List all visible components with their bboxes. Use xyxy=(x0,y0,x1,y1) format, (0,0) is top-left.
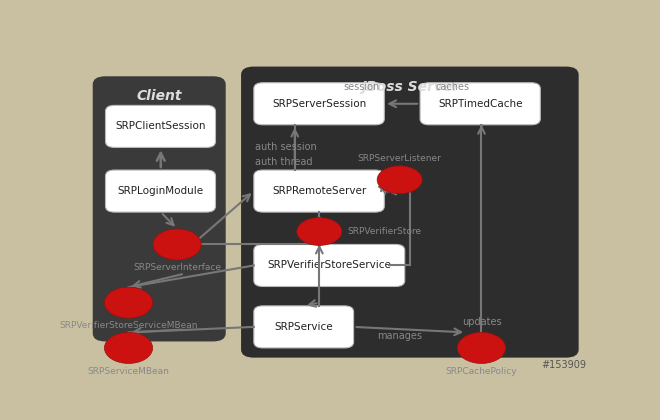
Text: SRPServerSession: SRPServerSession xyxy=(272,99,366,109)
Text: manages: manages xyxy=(377,331,422,341)
FancyBboxPatch shape xyxy=(254,83,384,125)
Text: auth thread: auth thread xyxy=(255,157,313,167)
Text: SRPCachePolicy: SRPCachePolicy xyxy=(446,367,517,375)
Text: SRPServiceMBean: SRPServiceMBean xyxy=(88,367,170,375)
FancyBboxPatch shape xyxy=(106,105,215,147)
Ellipse shape xyxy=(457,332,506,363)
Text: SRPRemoteServer: SRPRemoteServer xyxy=(272,186,366,196)
Text: SRPTimedCache: SRPTimedCache xyxy=(438,99,523,109)
FancyBboxPatch shape xyxy=(420,83,541,125)
Text: auth session: auth session xyxy=(255,142,317,152)
Text: caches: caches xyxy=(436,82,469,92)
FancyBboxPatch shape xyxy=(106,170,215,212)
Text: SRPVerifierStore: SRPVerifierStore xyxy=(347,227,421,236)
Text: SRPVerifierStoreServiceMBean: SRPVerifierStoreServiceMBean xyxy=(59,321,198,331)
Text: #153909: #153909 xyxy=(541,360,586,370)
Text: SRPServerListener: SRPServerListener xyxy=(358,154,442,163)
Text: SRPVerifierStoreService: SRPVerifierStoreService xyxy=(267,260,391,270)
FancyBboxPatch shape xyxy=(254,306,354,348)
Ellipse shape xyxy=(104,287,152,318)
FancyBboxPatch shape xyxy=(254,244,405,286)
FancyBboxPatch shape xyxy=(92,76,226,341)
FancyBboxPatch shape xyxy=(254,170,384,212)
Text: SRPClientSession: SRPClientSession xyxy=(115,121,206,131)
Ellipse shape xyxy=(153,229,201,260)
Ellipse shape xyxy=(377,166,422,194)
Text: JBoss Server: JBoss Server xyxy=(361,79,459,94)
Text: SRPService: SRPService xyxy=(275,322,333,332)
Text: SRPLoginModule: SRPLoginModule xyxy=(117,186,204,196)
Text: Client: Client xyxy=(137,89,182,103)
Text: session: session xyxy=(343,82,379,92)
Text: updates: updates xyxy=(461,317,502,327)
Text: SRPServerInterface: SRPServerInterface xyxy=(133,263,221,272)
Ellipse shape xyxy=(104,332,152,363)
FancyBboxPatch shape xyxy=(241,66,579,357)
Ellipse shape xyxy=(297,218,342,245)
